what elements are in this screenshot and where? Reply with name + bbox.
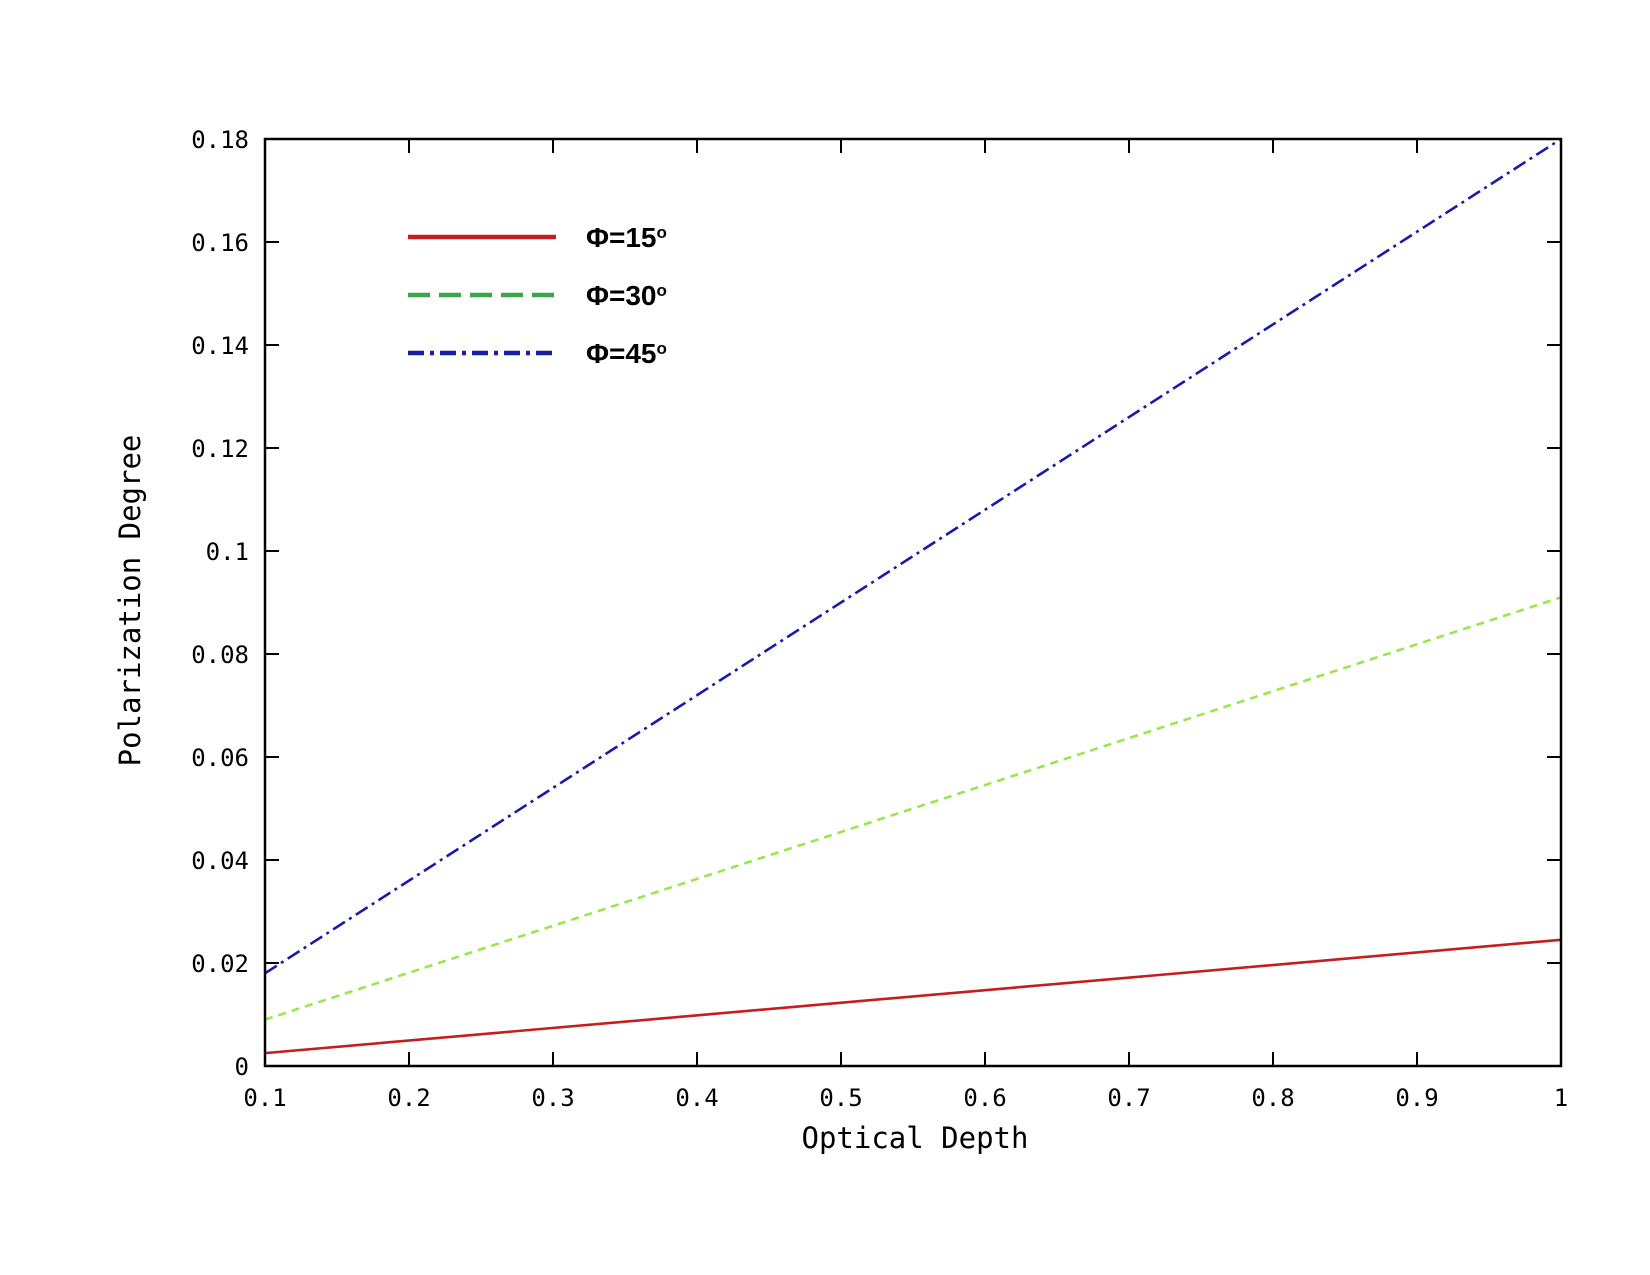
x-tick-label: 0.8 bbox=[1251, 1084, 1294, 1112]
series-line bbox=[264, 938, 1562, 1055]
y-tick-label: 0.18 bbox=[191, 126, 249, 154]
series-line bbox=[264, 137, 1562, 975]
legend-label: Φ=15o bbox=[586, 222, 667, 253]
series-line bbox=[264, 596, 1562, 1021]
x-axis-title: Optical Depth bbox=[802, 1121, 1029, 1155]
y-tick-label: 0.08 bbox=[191, 641, 249, 669]
y-tick-label: 0 bbox=[235, 1053, 249, 1081]
axis-ticks bbox=[264, 138, 1562, 1067]
y-tick-label: 0.1 bbox=[206, 538, 249, 566]
y-tick-label: 0.12 bbox=[191, 435, 249, 463]
y-axis-title: Polarization Degree bbox=[113, 435, 147, 767]
legend-label: Φ=30o bbox=[586, 280, 667, 311]
legend-label: Φ=45o bbox=[586, 338, 667, 369]
x-tick-label: 0.1 bbox=[243, 1084, 286, 1112]
x-tick-label: 0.3 bbox=[531, 1084, 574, 1112]
x-tick-label: 0.9 bbox=[1395, 1084, 1438, 1112]
x-tick-label: 0.2 bbox=[387, 1084, 430, 1112]
x-tick-label: 0.4 bbox=[675, 1084, 718, 1112]
y-tick-label: 0.16 bbox=[191, 229, 249, 257]
x-tick-label: 0.5 bbox=[819, 1084, 862, 1112]
y-tick-label: 0.06 bbox=[191, 744, 249, 772]
y-tick-label: 0.02 bbox=[191, 950, 249, 978]
y-tick-labels: 0 0.02 0.04 0.06 0.08 0.1 0.12 0.14 0.16 0.18 bbox=[191, 126, 249, 1081]
plot-frame bbox=[263, 137, 1563, 1068]
x-tick-label: 0.7 bbox=[1107, 1084, 1150, 1112]
legend: Φ=15o Φ=30o Φ=45o bbox=[408, 222, 667, 369]
y-tick-label: 0.14 bbox=[191, 332, 249, 360]
x-tick-labels: 0.1 0.2 0.3 0.4 0.5 0.6 0.7 0.8 0.9 1 bbox=[243, 1084, 1568, 1112]
y-tick-label: 0.04 bbox=[191, 847, 249, 875]
x-tick-label: 0.6 bbox=[963, 1084, 1006, 1112]
x-tick-label: 1 bbox=[1554, 1084, 1568, 1112]
series-lines bbox=[264, 137, 1562, 1055]
